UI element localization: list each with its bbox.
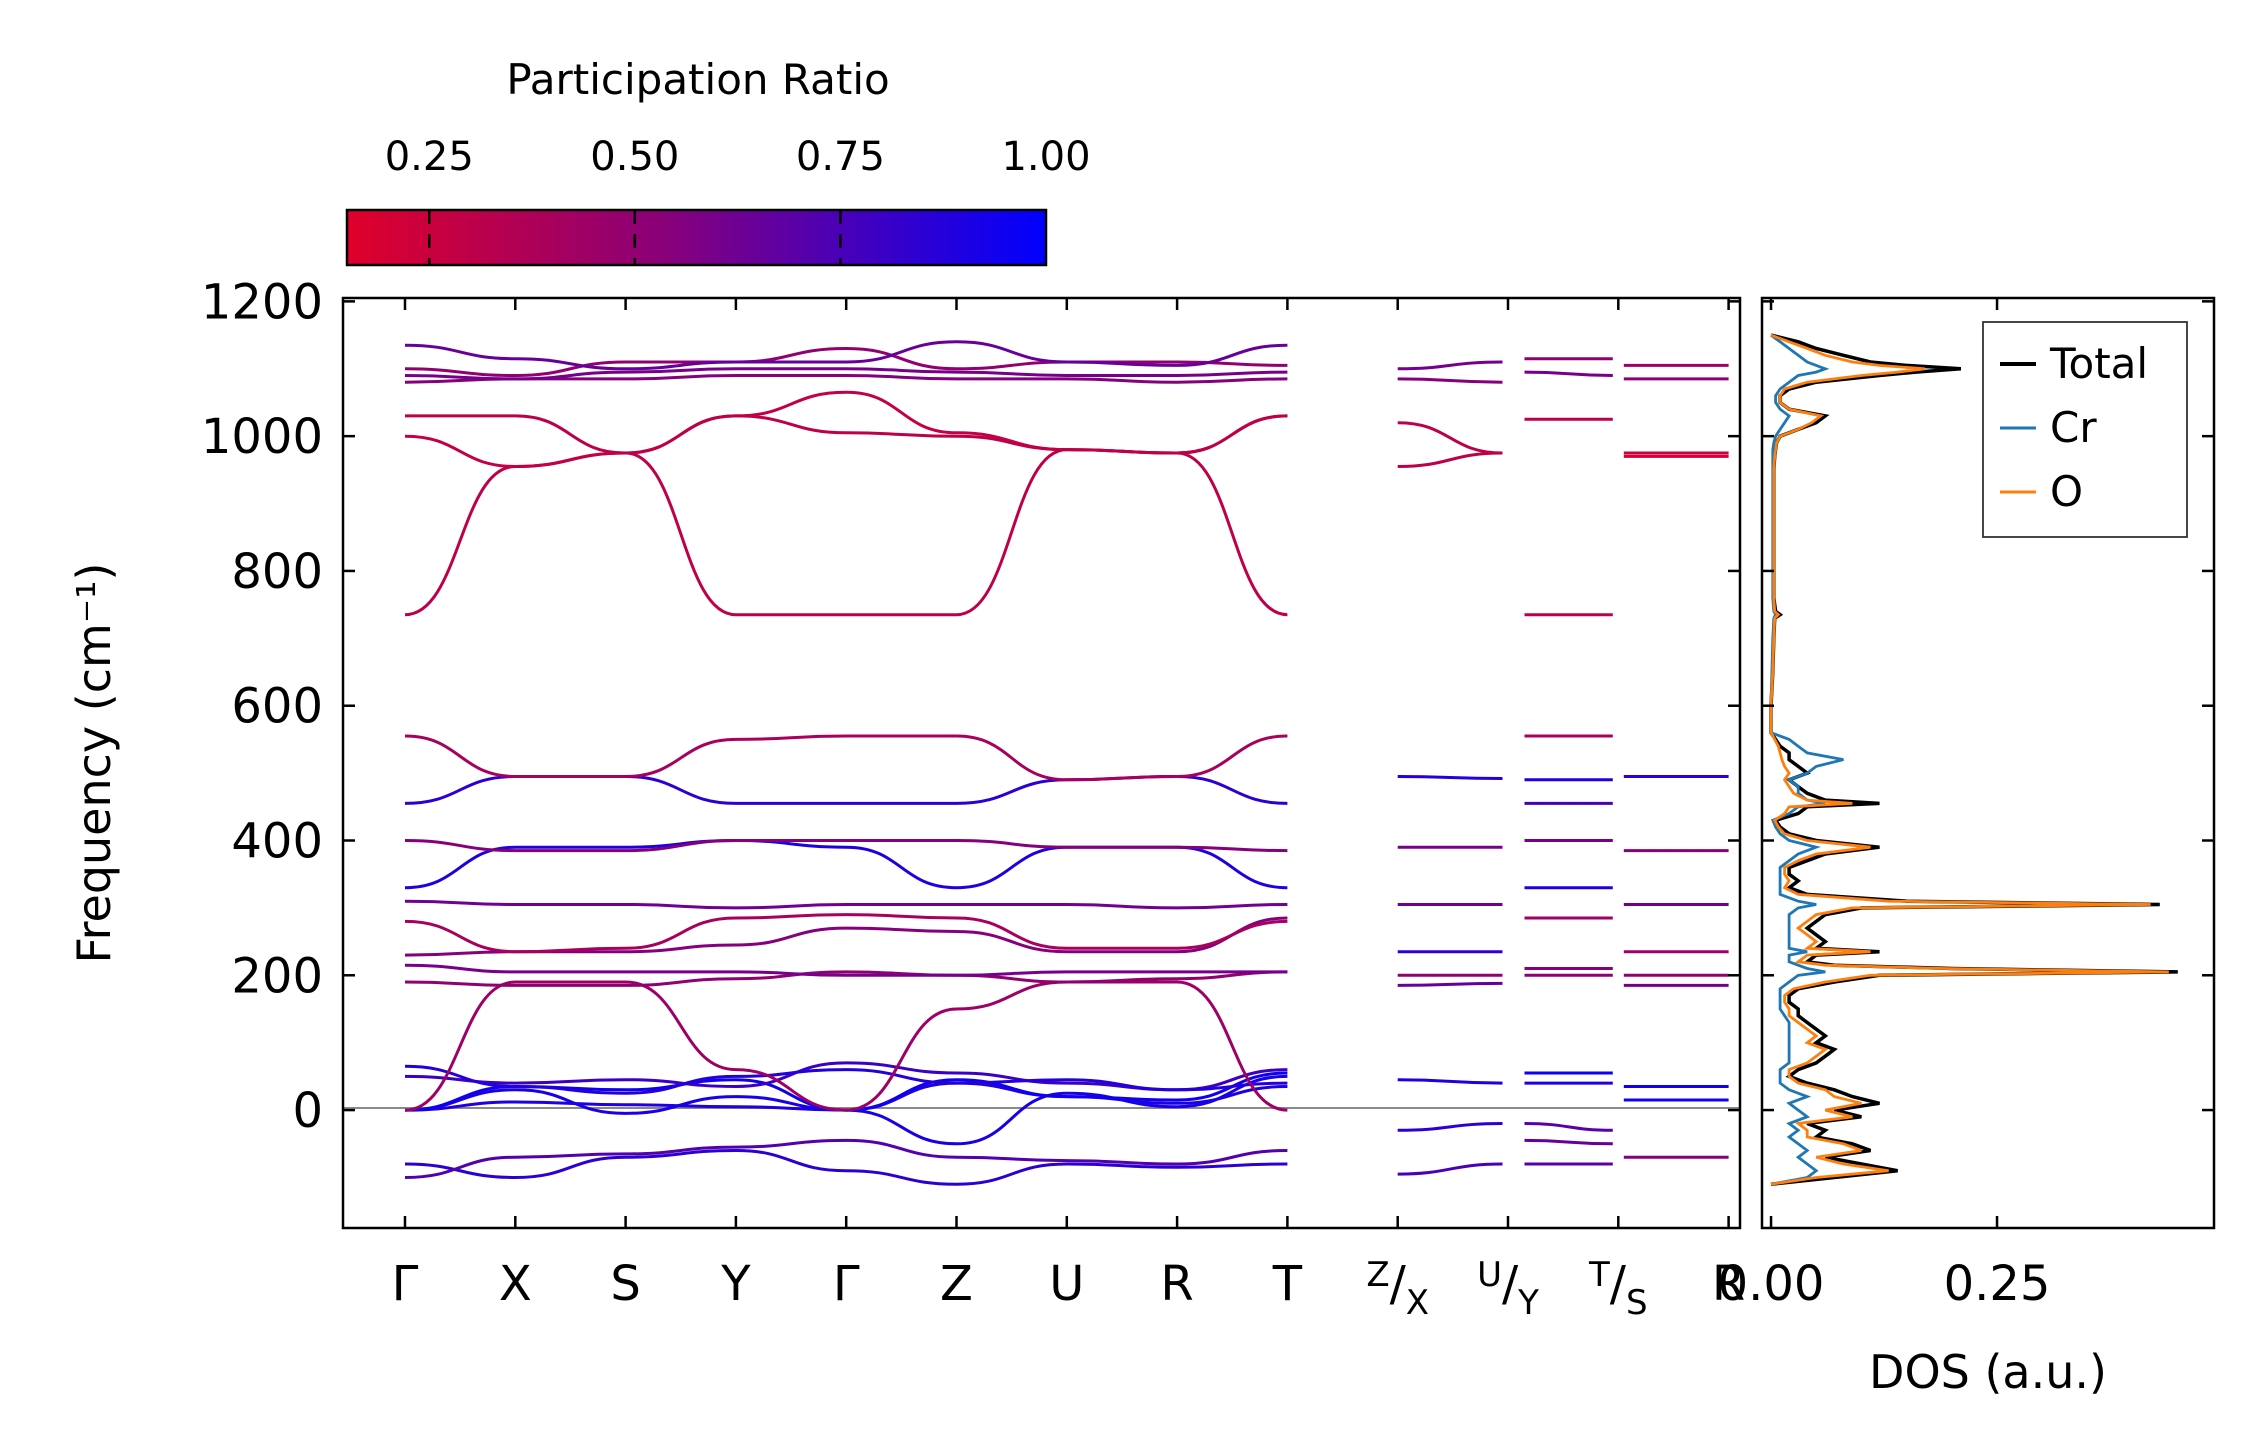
- band-segment: [1397, 1162, 1503, 1176]
- colorbar-tick-label: 1.00: [1001, 134, 1090, 180]
- y-tick-label: 1200: [201, 274, 323, 330]
- band-mid-10: [404, 734, 1288, 782]
- colorbar-title: Participation Ratio: [506, 55, 889, 104]
- dos-x-axis-label: DOS (a.u.): [1869, 1345, 2107, 1399]
- band-mid-2: [404, 970, 1288, 987]
- band-segment: [1397, 1078, 1503, 1085]
- y-tick-label: 800: [231, 544, 323, 600]
- y-tick-label: 400: [231, 814, 323, 870]
- x-tick-label: R: [1160, 1256, 1193, 1312]
- colorbar-tick-label: 0.75: [796, 134, 885, 180]
- x-tick-label: Y: [720, 1256, 751, 1312]
- band-segment: [1397, 377, 1503, 384]
- band-mid-8: [404, 838, 1288, 853]
- phonon-bands: [404, 340, 1729, 1186]
- y-tick-label: 0: [292, 1083, 323, 1139]
- band-high-5: [404, 367, 1288, 381]
- x-tick-label: Γ: [392, 1256, 419, 1312]
- band-segment: [1397, 451, 1503, 468]
- colorbar-ticks: 0.25 0.50 0.75 1.00: [385, 134, 1091, 265]
- x-tick-label: U/Y: [1477, 1255, 1539, 1323]
- dos-curves: [1769, 333, 2178, 1186]
- legend-label-total: Total: [2049, 339, 2148, 388]
- band-mid-6: [404, 899, 1288, 910]
- dos-cr-line: [1769, 333, 1844, 1186]
- band-high-2: [404, 390, 1288, 469]
- band-high-7: [404, 340, 1288, 371]
- dos-panel: 0.00 0.25 DOS (a.u.) Total Cr O: [1718, 296, 2216, 1399]
- band-structure-panel: 0 200 400 600 800 1000 1200 Γ X S Y Γ Z U R T Z/X U/Y T/S…: [67, 274, 1745, 1323]
- band-segment: [1397, 421, 1503, 455]
- band-mid-1: [404, 980, 1288, 1112]
- legend: Total Cr O: [1982, 321, 2188, 538]
- x-tick-label: Γ: [833, 1256, 860, 1312]
- x-tick-label: S: [610, 1256, 640, 1312]
- band-low-2: [404, 1138, 1288, 1179]
- band-segment: [1397, 981, 1503, 987]
- dos-axis-ticks: 0.00 0.25: [1718, 298, 2214, 1312]
- band-segment: [1397, 360, 1503, 371]
- x-tick-label: U: [1049, 1256, 1084, 1312]
- colorbar-tick-label: 0.50: [590, 134, 679, 180]
- colorbar: Participation Ratio 0.25 0.50 0.75 1.00: [345, 55, 1091, 267]
- y-tick-label: 600: [231, 679, 323, 735]
- band-high-1: [404, 448, 1288, 617]
- x-tick-label: Z: [940, 1256, 973, 1312]
- band-low-1: [404, 1148, 1288, 1186]
- band-segment: [1397, 1122, 1503, 1132]
- band-segment: [1524, 370, 1613, 377]
- colorbar-tick-label: 0.25: [385, 134, 474, 180]
- band-segment: [1524, 1122, 1613, 1132]
- y-tick-label: 1000: [201, 409, 323, 465]
- y-tick-label: 200: [231, 948, 323, 1004]
- legend-label-o: O: [2050, 467, 2083, 516]
- band-low-4: [404, 1064, 1288, 1095]
- band-mid-5: [404, 913, 1288, 954]
- x-axis-ticks: Γ X S Y Γ Z U R T Z/X U/Y T/S R: [392, 298, 1745, 1323]
- legend-label-cr: Cr: [2050, 403, 2097, 452]
- x-tick-label: T: [1272, 1256, 1303, 1312]
- x-tick-label: T/S: [1588, 1255, 1648, 1323]
- band-high-4: [404, 373, 1288, 384]
- band-high-3: [405, 414, 1288, 455]
- band-segment: [1524, 1138, 1613, 1146]
- dos-x-tick-label: 0.00: [1718, 1256, 1825, 1312]
- dos-o-line: [1769, 333, 2169, 1186]
- band-mid-9: [404, 774, 1288, 805]
- band-axes-frame: [341, 296, 1742, 1230]
- y-axis-ticks: 0 200 400 600 800 1000 1200: [201, 274, 1740, 1139]
- colorbar-gradient: [345, 208, 1048, 267]
- y-axis-label: Frequency (cm⁻¹): [67, 563, 121, 964]
- dos-axes-frame: [1760, 296, 2216, 1230]
- band-high-6: [404, 346, 1288, 378]
- band-mid-3: [404, 963, 1288, 977]
- x-tick-label: X: [499, 1256, 532, 1312]
- x-tick-label: Z/X: [1366, 1255, 1429, 1323]
- x-tick-label: R: [1712, 1256, 1745, 1312]
- band-segment: [1397, 775, 1503, 780]
- dos-x-tick-label: 0.25: [1944, 1256, 2051, 1312]
